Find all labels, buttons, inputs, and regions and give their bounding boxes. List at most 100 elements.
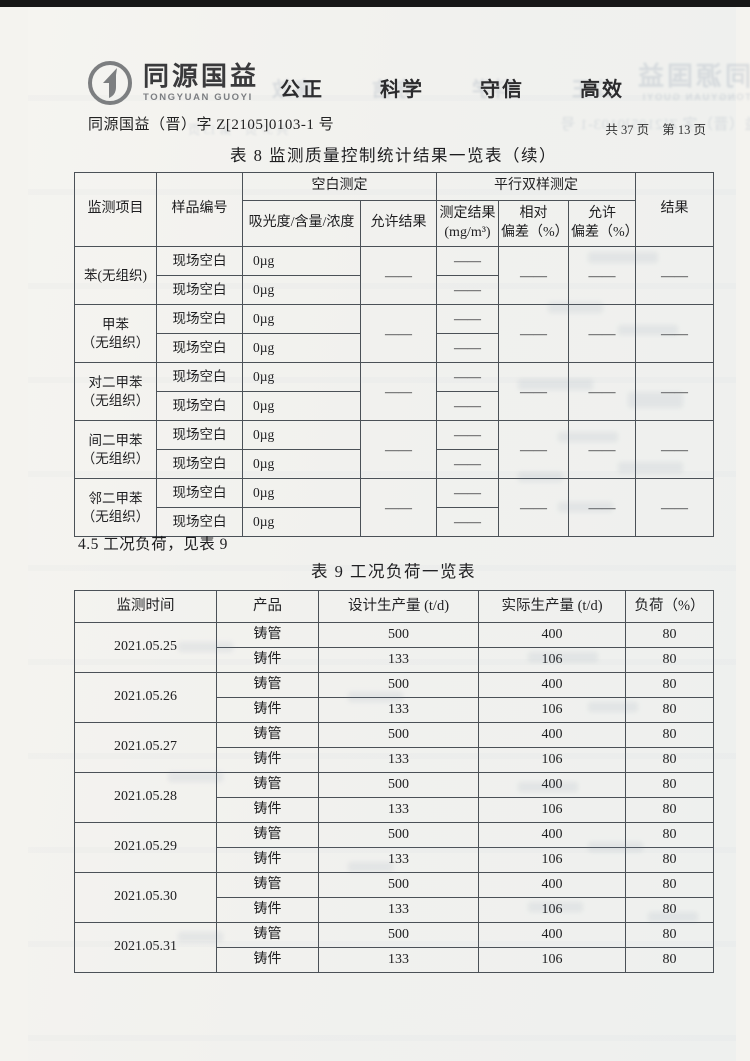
measured-result-cell: —— [436, 246, 499, 276]
date-cell: 2021.05.25 [74, 622, 217, 673]
load-table-row: 铸件 133 106 80 [75, 647, 714, 673]
blank-value-cell: 0µg [242, 246, 361, 276]
logo-icon [88, 61, 132, 105]
slogan-item: 高效 [580, 79, 624, 101]
load-cell: 80 [625, 822, 714, 848]
quality-table-header: 监测项目 样品编号 空白测定 平行双样测定 结果 吸光度/含量/浓度 允许结果 … [74, 172, 715, 247]
measured-result-cell: —— [436, 304, 499, 334]
quality-table-body: 苯(无组织) 现场空白 0µg —— —— —— —— —— 现场空白 0µg —— 甲苯 （无组织）… [74, 246, 715, 537]
design-output-cell: 500 [318, 672, 479, 698]
result-cell: —— [635, 246, 715, 305]
sample-no-cell: 现场空白 [156, 449, 243, 479]
product-cell: 铸管 [216, 872, 319, 898]
relative-dev-cell: —— [498, 246, 569, 305]
load-table-row: 2021.05.27 铸管 500 400 80 [74, 722, 714, 773]
page-count: 共 37 页 [605, 123, 650, 137]
col-header-product: 产品 [216, 590, 319, 623]
col-group-blank: 空白测定 [242, 172, 437, 201]
load-table: 监测时间 产品 设计生产量 (t/d) 实际生产量 (t/d) 负荷（%） 20… [74, 590, 714, 973]
actual-output-cell: 400 [478, 722, 626, 748]
allowed-dev-cell: —— [567, 304, 637, 363]
allowed-result-cell: —— [360, 304, 437, 363]
quality-table-row: 苯(无组织) 现场空白 0µg —— —— —— —— —— [74, 246, 715, 305]
allowed-dev-cell: —— [567, 246, 637, 305]
load-cell: 80 [625, 797, 714, 823]
load-cell: 80 [625, 922, 714, 948]
col-header-load: 负荷（%） [625, 590, 714, 623]
relative-dev-cell: —— [498, 304, 569, 363]
monitoring-item-cell: 间二甲苯 （无组织） [74, 420, 157, 479]
blank-value-cell: 0µg [242, 391, 361, 421]
date-cell: 2021.05.28 [74, 772, 217, 823]
load-table-row: 铸件 133 106 80 [75, 697, 714, 723]
result-cell: —— [635, 362, 715, 421]
load-table-row: 铸件 133 106 80 [75, 897, 714, 923]
sample-no-cell: 现场空白 [156, 420, 243, 450]
col-header-allowed-dev: 允许 偏差（%） [567, 200, 637, 247]
load-table-row: 铸件 133 106 80 [75, 797, 714, 823]
load-cell: 80 [625, 672, 714, 698]
date-cell: 2021.05.27 [74, 722, 217, 773]
quality-table-row: 对二甲苯 （无组织） 现场空白 0µg —— —— —— —— —— [74, 362, 715, 421]
product-cell: 铸件 [216, 797, 319, 823]
load-table-row: 2021.05.29 铸管 500 400 80 [74, 822, 714, 873]
actual-output-cell: 106 [478, 647, 626, 673]
allowed-dev-cell: —— [567, 478, 637, 537]
product-cell: 铸件 [216, 697, 319, 723]
sample-no-cell: 现场空白 [156, 391, 243, 421]
blank-value-cell: 0µg [242, 420, 361, 450]
section-heading: 4.5 工况负荷，见表 9 [78, 536, 228, 553]
sample-no-cell: 现场空白 [156, 246, 243, 276]
quality-table-row: 甲苯 （无组织） 现场空白 0µg —— —— —— —— —— [74, 304, 715, 363]
actual-output-cell: 400 [478, 872, 626, 898]
monitoring-item-cell: 苯(无组织) [74, 246, 157, 305]
measured-result-cell: —— [436, 275, 499, 305]
actual-output-cell: 106 [478, 897, 626, 923]
load-table-row: 铸件 133 106 80 [75, 747, 714, 773]
actual-output-cell: 400 [478, 822, 626, 848]
slogan-item: 科学 [380, 79, 424, 101]
design-output-cell: 133 [318, 747, 479, 773]
date-cell: 2021.05.29 [74, 822, 217, 873]
actual-output-cell: 106 [478, 797, 626, 823]
measured-result-cell: —— [436, 333, 499, 363]
load-cell: 80 [625, 747, 714, 773]
product-cell: 铸管 [216, 822, 319, 848]
relative-dev-cell: —— [498, 362, 569, 421]
load-cell: 80 [625, 847, 714, 873]
slogan-item: 守信 [480, 79, 524, 101]
company-logo: 同源国益 TONGYUAN GUOYI [86, 59, 259, 107]
col-header-design-output: 设计生产量 (t/d) [318, 590, 479, 623]
monitoring-item-cell: 对二甲苯 （无组织） [74, 362, 157, 421]
product-cell: 铸件 [216, 647, 319, 673]
load-cell: 80 [625, 772, 714, 798]
document-page: 同源国益 TONGYUAN GUOYI 公正 科学 守信 高效 同源国益（晋）字… [28, 7, 750, 1061]
load-table-row: 2021.05.25 铸管 500 400 80 [74, 622, 714, 673]
design-output-cell: 133 [318, 897, 479, 923]
page-indicator: 共 37 页 第 13 页 [595, 119, 706, 138]
col-header-sample-no: 样品编号 [156, 172, 243, 247]
date-cell: 2021.05.26 [74, 672, 217, 723]
allowed-dev-cell: —— [567, 420, 637, 479]
product-cell: 铸管 [216, 622, 319, 648]
design-output-cell: 500 [318, 772, 479, 798]
load-cell: 80 [625, 897, 714, 923]
load-table-row: 铸件 133 106 80 [75, 847, 714, 873]
blank-value-cell: 0µg [242, 275, 361, 305]
product-cell: 铸管 [216, 722, 319, 748]
allowed-dev-cell: —— [567, 362, 637, 421]
load-table-body: 2021.05.25 铸管 500 400 80 铸件 133 106 80 2021.05.26… [74, 622, 714, 973]
load-table-row: 铸件 133 106 80 [75, 947, 714, 973]
quality-table-row: 现场空白 0µg —— [75, 507, 714, 537]
relative-dev-cell: —— [498, 478, 569, 537]
slogan-row: 公正 科学 守信 高效 [280, 73, 624, 102]
quality-control-table: 监测项目 样品编号 空白测定 平行双样测定 结果 吸光度/含量/浓度 允许结果 … [74, 172, 715, 537]
load-cell: 80 [625, 697, 714, 723]
col-header-absorbance: 吸光度/含量/浓度 [242, 200, 361, 247]
quality-table-row: 间二甲苯 （无组织） 现场空白 0µg —— —— —— —— —— [74, 420, 715, 479]
product-cell: 铸件 [216, 847, 319, 873]
col-header-actual-output: 实际生产量 (t/d) [478, 590, 626, 623]
design-output-cell: 500 [318, 622, 479, 648]
load-table-header: 监测时间 产品 设计生产量 (t/d) 实际生产量 (t/d) 负荷（%） [74, 590, 714, 623]
monitoring-item-cell: 邻二甲苯 （无组织） [74, 478, 157, 537]
